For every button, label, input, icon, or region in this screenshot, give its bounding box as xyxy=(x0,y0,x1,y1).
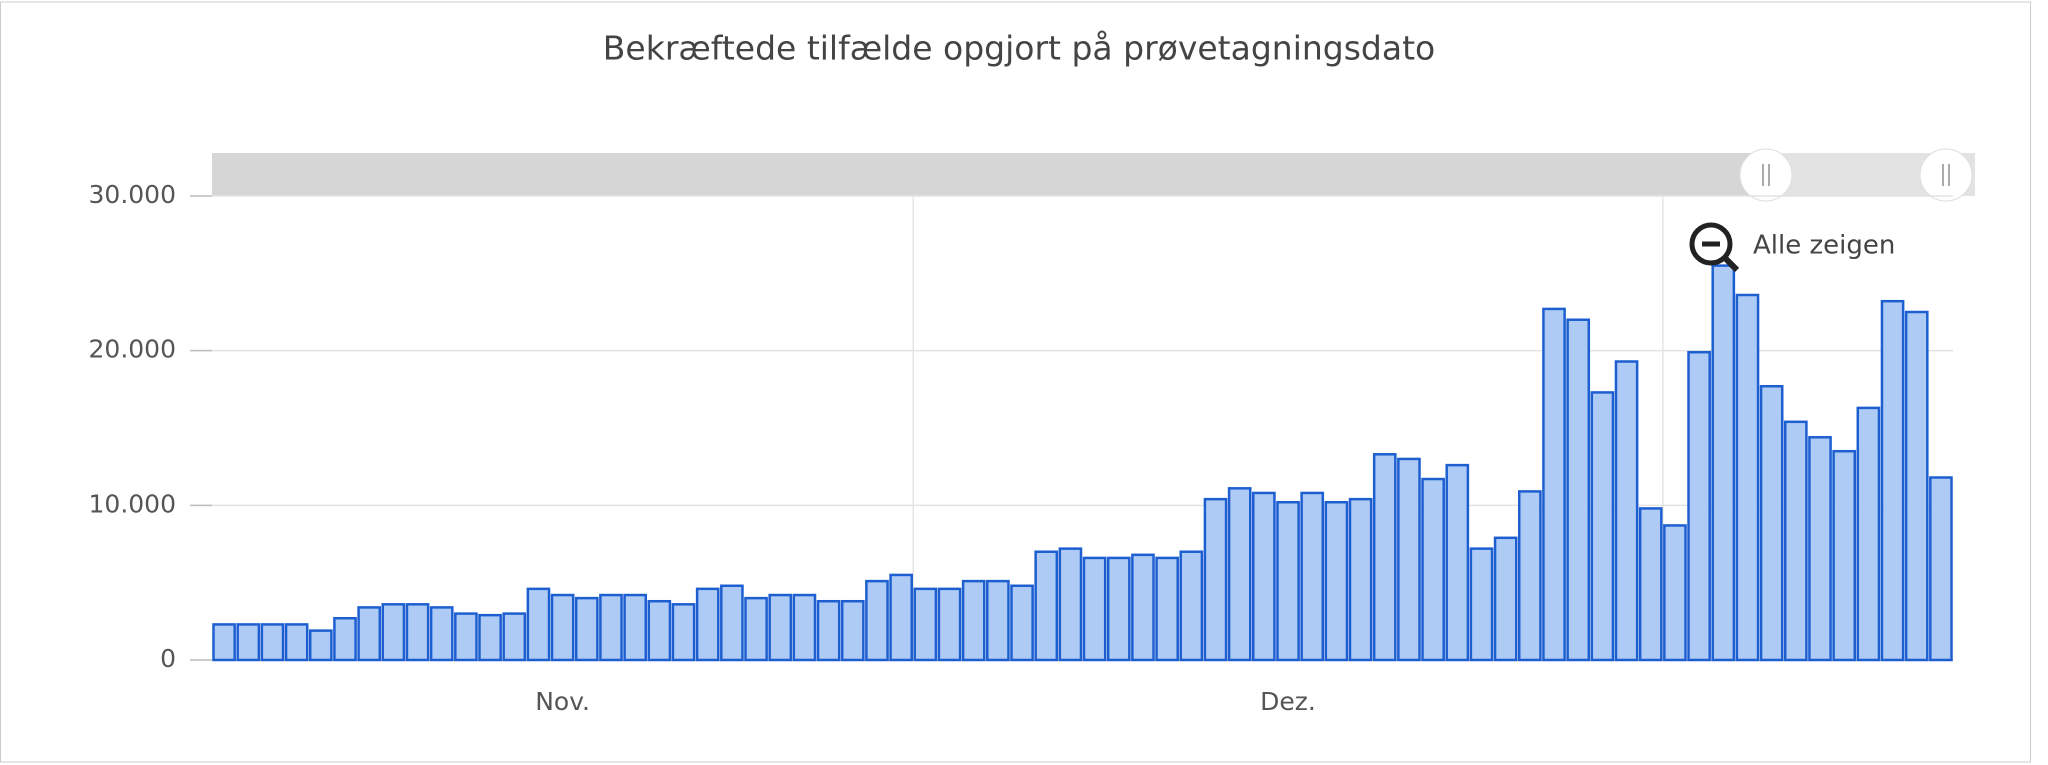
bar xyxy=(1131,553,1155,662)
bar xyxy=(1856,406,1881,662)
bar xyxy=(1469,547,1494,662)
reset-zoom-label[interactable]: Alle zeigen xyxy=(1753,231,1895,261)
bar xyxy=(816,599,841,662)
bar xyxy=(1252,491,1276,662)
bar xyxy=(1276,500,1300,662)
scrollbar[interactable] xyxy=(212,148,1975,202)
chart-title: Bekræftede tilfælde opgjort på prøvetagn… xyxy=(603,29,1435,68)
bar xyxy=(1227,487,1252,662)
bar xyxy=(986,579,1010,662)
bar xyxy=(1106,556,1131,662)
bar xyxy=(1832,449,1857,662)
bar xyxy=(1058,547,1083,662)
bar xyxy=(889,573,913,662)
bar xyxy=(1203,497,1228,662)
bar xyxy=(1493,536,1518,662)
bar xyxy=(1735,293,1760,662)
bar xyxy=(429,606,454,662)
bar xyxy=(1518,490,1542,662)
bar xyxy=(284,623,309,662)
bar xyxy=(1638,507,1663,662)
y-tick-label: 20.000 xyxy=(89,335,176,364)
bar xyxy=(1759,384,1784,662)
bar xyxy=(1663,524,1687,662)
bar xyxy=(1010,584,1034,662)
bar xyxy=(1687,350,1711,662)
bar xyxy=(454,612,478,662)
bar xyxy=(526,587,551,662)
bar xyxy=(961,579,986,662)
bar xyxy=(792,593,817,662)
bar xyxy=(913,587,938,662)
bar xyxy=(1808,436,1832,662)
bar xyxy=(550,593,575,662)
bar xyxy=(1324,500,1349,662)
bar xyxy=(236,623,261,662)
bar xyxy=(840,599,865,662)
bar xyxy=(1445,463,1470,662)
scroll-selection xyxy=(212,153,1766,196)
bar xyxy=(1904,310,1929,662)
bar xyxy=(768,593,793,662)
bar xyxy=(623,593,648,662)
bar xyxy=(937,587,962,662)
bar xyxy=(1179,550,1204,662)
scroll-handle[interactable] xyxy=(1919,148,1973,202)
y-tick-label: 10.000 xyxy=(89,489,176,518)
bar xyxy=(1372,453,1397,662)
bar xyxy=(333,616,357,662)
bar xyxy=(1614,360,1639,662)
bar xyxy=(1542,307,1566,662)
bar xyxy=(1880,299,1905,662)
bar xyxy=(695,587,720,662)
bar xyxy=(1590,391,1615,662)
bar xyxy=(1397,457,1421,662)
bar xyxy=(1348,497,1373,662)
bar xyxy=(1300,491,1325,662)
bar xyxy=(405,603,430,662)
bar xyxy=(260,623,285,662)
bar xyxy=(478,613,502,662)
bar xyxy=(381,603,406,662)
bar xyxy=(647,599,672,662)
bar xyxy=(357,606,382,662)
bar xyxy=(720,584,744,662)
y-tick-label: 30.000 xyxy=(89,180,176,209)
bar xyxy=(1929,476,1953,662)
bar xyxy=(1421,477,1445,662)
reset-zoom[interactable]: Alle zeigen xyxy=(1689,222,1895,273)
bar xyxy=(671,603,696,662)
bar xyxy=(1783,420,1808,662)
bar xyxy=(1155,556,1179,662)
scroll-handle[interactable] xyxy=(1739,148,1793,202)
bar xyxy=(1082,556,1107,662)
bar xyxy=(574,596,599,662)
bar xyxy=(744,596,768,662)
x-tick-label: Dez. xyxy=(1260,687,1316,716)
bar xyxy=(308,629,333,662)
bar xyxy=(1566,318,1591,662)
bar xyxy=(865,579,889,662)
x-tick-label: Nov. xyxy=(535,687,590,716)
y-tick-label: 0 xyxy=(160,644,176,673)
bar xyxy=(1711,264,1736,662)
bar xyxy=(599,593,623,662)
bar xyxy=(502,612,527,662)
bar xyxy=(212,623,236,662)
bar xyxy=(1034,550,1059,662)
